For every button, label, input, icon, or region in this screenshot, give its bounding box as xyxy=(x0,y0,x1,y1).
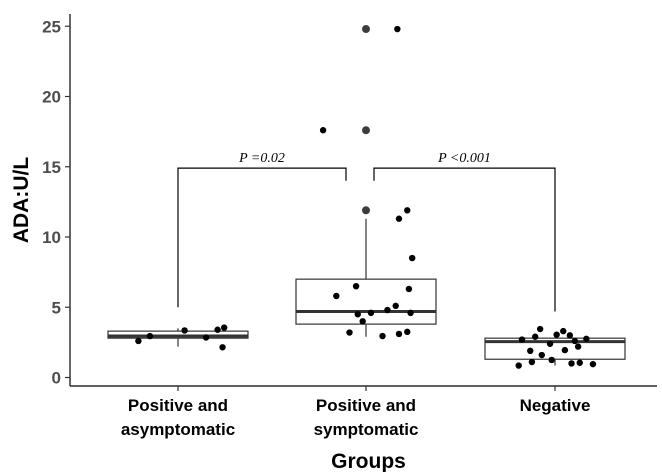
data-point xyxy=(515,362,522,369)
data-point xyxy=(394,25,401,33)
data-point xyxy=(574,343,582,350)
data-point xyxy=(532,333,539,340)
data-point xyxy=(404,328,411,336)
data-point xyxy=(202,334,210,341)
outlier-point xyxy=(362,206,370,215)
data-point xyxy=(566,332,574,339)
data-point xyxy=(221,324,228,331)
data-point xyxy=(404,207,411,214)
box-3 xyxy=(484,332,626,366)
y-tick-label: 10 xyxy=(42,228,61,247)
x-tick-label: Negative xyxy=(520,396,591,415)
data-point xyxy=(571,337,578,345)
data-point xyxy=(135,337,142,345)
x-axis-title: Groups xyxy=(331,450,406,472)
axes: 0 5 10 15 20 25 Positive and asymptomatic Positi… xyxy=(42,14,657,439)
y-tick-label: 20 xyxy=(42,88,61,107)
data-point xyxy=(548,356,555,364)
data-point xyxy=(560,327,567,335)
data-point xyxy=(536,325,544,333)
data-point xyxy=(576,359,583,366)
data-point xyxy=(181,327,188,334)
data-point xyxy=(527,347,534,355)
x-tick-label: Positive and symptomatic xyxy=(314,396,419,439)
data-point xyxy=(346,329,353,336)
data-point xyxy=(528,358,536,366)
data-point xyxy=(409,254,416,262)
y-tick-label: 15 xyxy=(42,158,61,177)
data-point xyxy=(538,351,545,359)
data-point xyxy=(546,340,554,347)
data-point xyxy=(568,360,575,367)
data-point xyxy=(407,309,414,317)
significance-bracket xyxy=(373,167,556,312)
data-point xyxy=(405,285,413,293)
data-point xyxy=(214,326,221,333)
data-point xyxy=(589,360,597,368)
outlier-point xyxy=(362,126,370,135)
data-point xyxy=(518,336,526,343)
data-point xyxy=(379,332,386,340)
data-point xyxy=(395,215,403,222)
data-point xyxy=(354,311,361,318)
data-point xyxy=(352,282,360,290)
y-tick-label: 5 xyxy=(52,298,61,317)
box-2 xyxy=(295,25,437,337)
data-point xyxy=(553,331,560,338)
p-value-label: P <0.001 xyxy=(437,151,491,166)
data-point xyxy=(367,309,375,317)
box-iqr xyxy=(295,278,437,325)
plot-area: P =0.02 P <0.001 xyxy=(107,25,626,369)
data-point xyxy=(359,318,366,325)
data-point xyxy=(146,332,154,340)
y-axis-title: ADA:U/L xyxy=(10,157,33,243)
y-tick-label: 25 xyxy=(42,17,61,36)
data-point xyxy=(319,127,327,134)
data-point xyxy=(333,292,340,300)
box-iqr xyxy=(484,337,626,360)
data-point xyxy=(583,335,590,343)
data-point xyxy=(392,302,399,310)
data-point xyxy=(561,346,569,354)
data-point xyxy=(219,344,226,351)
data-point xyxy=(395,330,403,338)
outlier-point xyxy=(362,25,370,34)
box-1 xyxy=(107,328,249,347)
x-tick-label: Positive and asymptomatic xyxy=(121,396,235,439)
data-point xyxy=(384,306,391,314)
p-value-label: P =0.02 xyxy=(238,151,285,166)
y-tick-label: 0 xyxy=(52,369,61,388)
significance-bracket xyxy=(177,167,347,308)
